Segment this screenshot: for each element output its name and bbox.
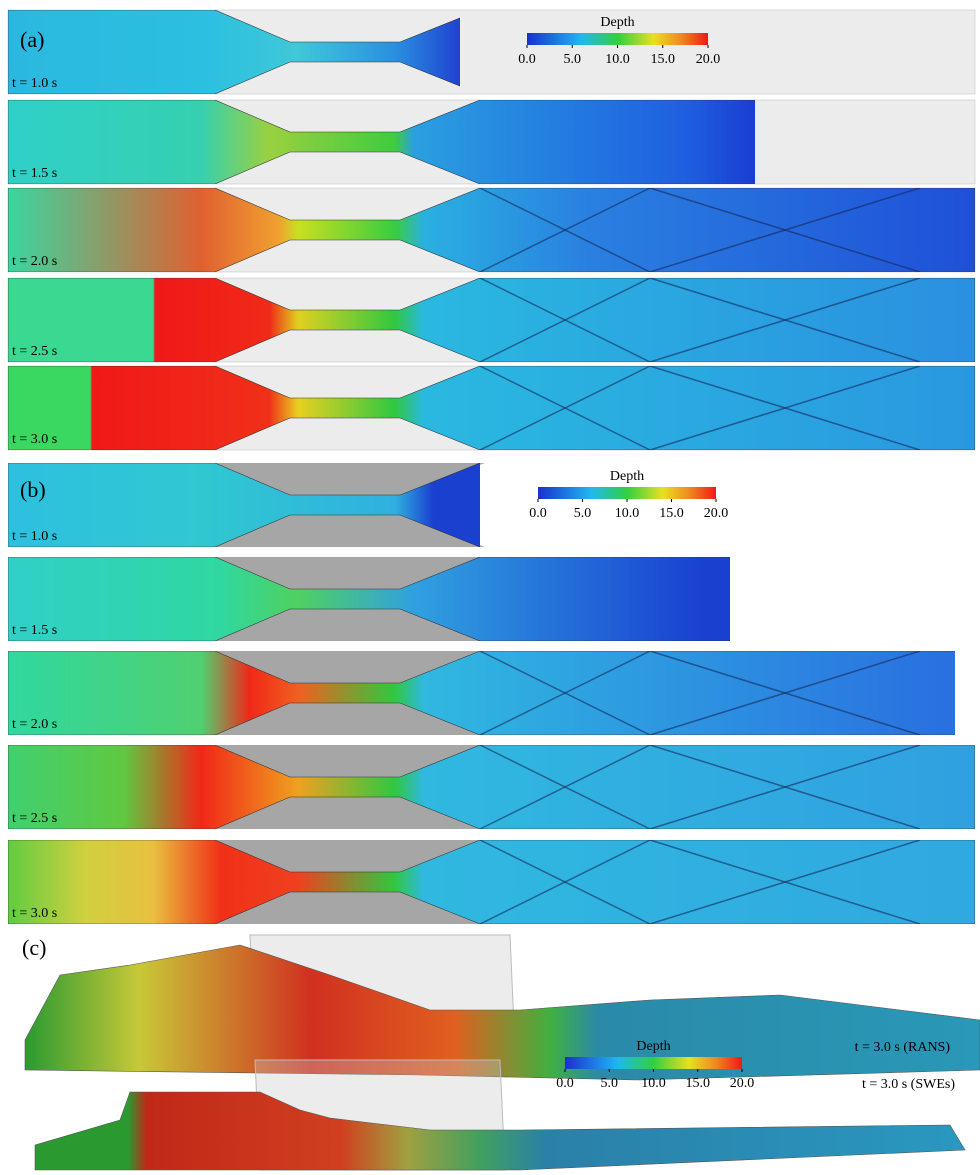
- colorbar-title: Depth: [610, 469, 644, 484]
- simulation-strip: t = 2.0 s: [8, 188, 975, 272]
- flow-field: [8, 278, 975, 362]
- view-label: t = 3.0 s (RANS): [855, 1040, 951, 1055]
- colorbar-tick-label: 15.0: [659, 506, 684, 521]
- flow-field: [8, 745, 975, 829]
- flow-field: [8, 188, 975, 272]
- time-label: t = 1.0 s: [12, 529, 57, 544]
- colorbar-tick-label: 5.0: [564, 52, 582, 67]
- colorbar-tick-label: 0.0: [529, 506, 547, 521]
- colorbar-tick-label: 20.0: [704, 506, 729, 521]
- figure: t = 1.0 s t = 1.5 s t = 2.0 s t = 2.5 s t = …: [0, 0, 980, 1175]
- simulation-strip: t = 1.0 s: [8, 463, 975, 547]
- time-label: t = 1.5 s: [12, 166, 57, 181]
- panel-label: (c): [22, 935, 46, 960]
- flow-field: [8, 651, 975, 735]
- simulation-strip: t = 2.0 s: [8, 651, 975, 735]
- colorbar-tick-label: 20.0: [730, 1076, 755, 1091]
- panel-label: (b): [20, 477, 46, 502]
- colorbar-tick-label: 0.0: [556, 1076, 574, 1091]
- simulation-strip: t = 1.0 s: [8, 10, 975, 94]
- colorbar-tick-label: 10.0: [605, 52, 630, 67]
- colorbar-tick-label: 10.0: [641, 1076, 666, 1091]
- simulation-strip: t = 1.5 s: [8, 100, 975, 184]
- flow-field: [8, 557, 975, 641]
- colorbar-title: Depth: [636, 1039, 670, 1054]
- colorbar-tick-label: 10.0: [615, 506, 640, 521]
- view-label: t = 3.0 s (SWEs): [862, 1077, 955, 1092]
- flow-field: [8, 840, 975, 924]
- time-label: t = 1.5 s: [12, 623, 57, 638]
- flow-field: [8, 366, 975, 450]
- colorbar: [538, 487, 716, 499]
- flow-field: [8, 463, 975, 547]
- simulation-strip: t = 2.5 s: [8, 278, 975, 362]
- colorbar-tick-label: 20.0: [696, 52, 721, 67]
- colorbar-tick-label: 5.0: [574, 506, 592, 521]
- simulation-strip: t = 2.5 s: [8, 745, 975, 829]
- time-label: t = 2.0 s: [12, 254, 57, 269]
- time-label: t = 2.0 s: [12, 717, 57, 732]
- colorbar-tick-label: 15.0: [651, 52, 676, 67]
- colorbar: [527, 33, 708, 45]
- time-label: t = 1.0 s: [12, 76, 57, 91]
- simulation-strip: t = 3.0 s: [8, 840, 975, 924]
- time-label: t = 3.0 s: [12, 906, 57, 921]
- colorbar-tick-label: 15.0: [686, 1076, 711, 1091]
- time-label: t = 2.5 s: [12, 811, 57, 826]
- colorbar-tick-label: 0.0: [518, 52, 536, 67]
- simulation-strip: t = 3.0 s: [8, 366, 975, 450]
- simulation-strip: t = 1.5 s: [8, 557, 975, 641]
- time-label: t = 3.0 s: [12, 432, 57, 447]
- panel-label: (a): [20, 27, 44, 52]
- colorbar: [565, 1057, 742, 1069]
- colorbar-tick-label: 5.0: [601, 1076, 619, 1091]
- colorbar-title: Depth: [600, 15, 634, 30]
- time-label: t = 2.5 s: [12, 344, 57, 359]
